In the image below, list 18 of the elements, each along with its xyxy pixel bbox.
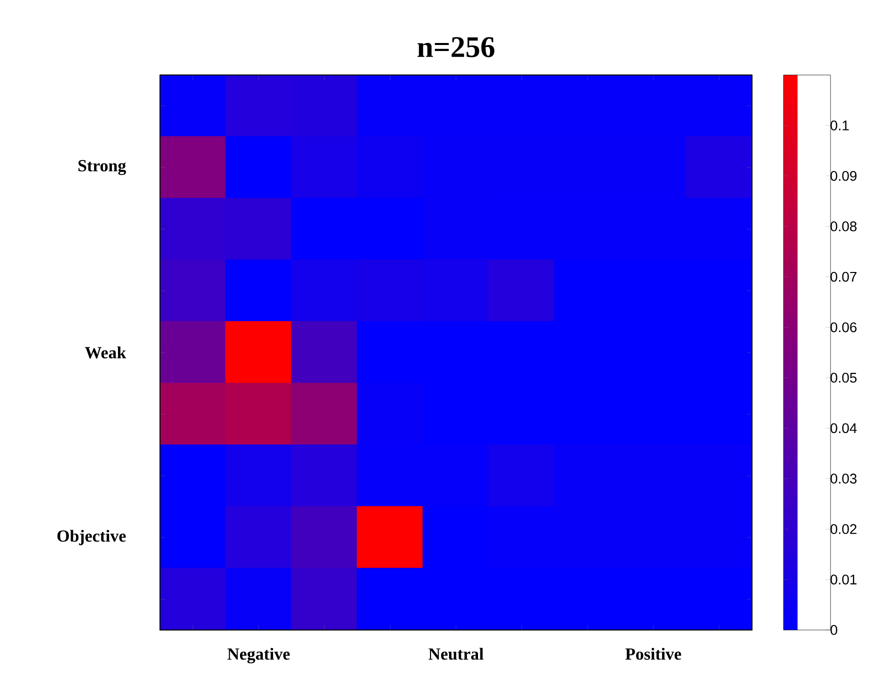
x-tick-label: Negative [227,648,290,664]
color-bar-label: 0.05 [830,372,857,383]
color-bar-label: 0.06 [830,322,857,332]
chart-title: n=256 [418,37,494,58]
color-bar-label: 0.1 [830,120,849,130]
color-bar-label: 0.09 [830,170,856,181]
color-bar-label: 0.07 [830,272,856,282]
color-bar-label: 0.04 [830,423,857,434]
y-tick-label: Strong [78,160,126,175]
color-bar-label: 0.03 [830,474,857,484]
color-bar-label: 0 [830,625,838,635]
y-tick-label: Objective [57,530,126,546]
color-bar-label: 0.02 [830,524,856,534]
color-bar-label: 0.01 [830,574,856,584]
x-tick-label: Neutral [428,648,484,660]
x-tick-label: Positive [625,648,682,660]
y-tick-label: Weak [85,346,126,359]
color-bar-label: 0.08 [830,221,857,232]
